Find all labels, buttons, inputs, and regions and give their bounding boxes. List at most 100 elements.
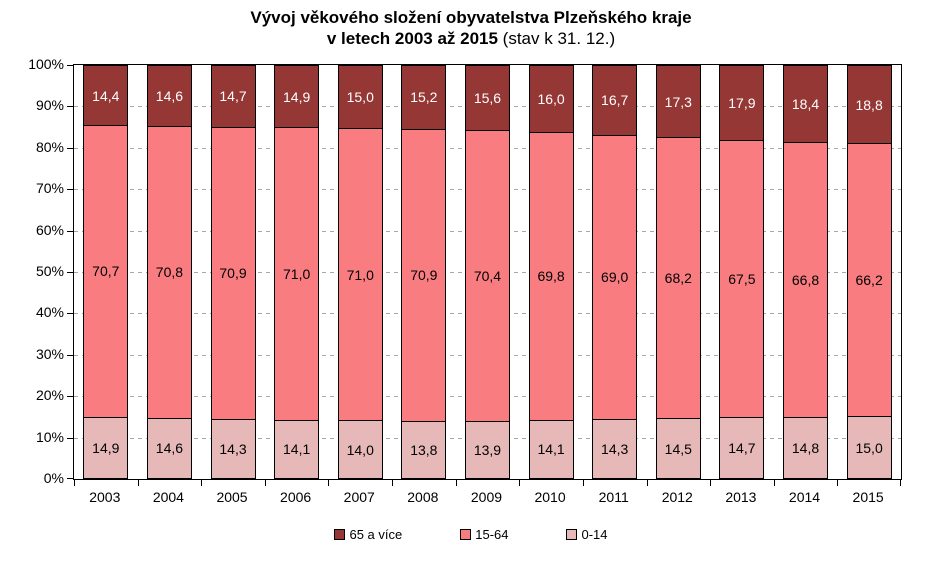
chart-title-line2: v letech 2003 až 2015 (stav k 31. 12.) [0,28,942,49]
x-axis-category-label: 2015 [852,489,884,505]
chart-title: Vývoj věkového složení obyvatelstva Plze… [0,7,942,49]
y-axis-tick-label: 100% [28,56,64,72]
bar-segment[interactable]: 14,9 [275,66,319,128]
y-axis-tick [67,396,74,398]
bar-segment[interactable]: 70,7 [84,125,128,417]
x-axis-tick [138,480,139,486]
y-axis-tick [67,354,74,356]
x-axis-tick [837,480,838,486]
y-axis-tick-label: 10% [35,428,64,445]
x-axis-tick [201,480,202,486]
bar-slot-2013: 17,9 67,5 14,7 [710,65,774,479]
bar-segment-label: 14,9 [92,439,120,456]
bar-segment[interactable]: 14,6 [147,417,191,478]
bar-segment[interactable]: 14,3 [211,419,255,478]
legend: 65 a více 15-64 0-14 [0,527,942,542]
bar-segment[interactable]: 13,8 [402,421,446,478]
x-axis-category-label: 2006 [280,489,312,505]
x-axis-tick [647,480,648,486]
bar-segment[interactable]: 70,4 [465,130,509,421]
x-axis-category-label: 2008 [407,489,439,505]
bar-segment-label: 14,9 [283,88,311,105]
bar-segment[interactable]: 14,1 [275,419,319,478]
bar-segment[interactable]: 14,4 [84,66,128,126]
bar-segment-label: 70,8 [155,264,184,281]
legend-color-swatch-icon [566,529,578,540]
bar-segment[interactable]: 69,0 [593,134,637,420]
bar-segment[interactable]: 15,6 [465,66,509,131]
x-axis-category-label: 2011 [598,489,629,505]
bar-segment-label: 15,6 [473,90,502,107]
stacked-bar-2007[interactable]: 15,0 71,0 14,0 [337,65,383,479]
bar-segment[interactable]: 70,9 [211,126,255,419]
stacked-bar-2005[interactable]: 14,7 70,9 14,3 [210,65,256,479]
stacked-bar-2004[interactable]: 14,6 70,8 14,6 [146,65,192,479]
bar-segment-label: 66,2 [855,272,883,289]
y-axis-tick [67,65,74,66]
bar-segment[interactable]: 71,0 [275,127,319,420]
stacked-bar-2008[interactable]: 15,2 70,9 13,8 [401,65,447,479]
bar-segment[interactable]: 14,0 [338,420,382,478]
stacked-bar-2011[interactable]: 16,7 69,0 14,3 [592,65,638,479]
legend-label: 65 a více [349,527,403,542]
bar-segment[interactable]: 17,9 [720,66,764,140]
y-axis-tick [67,147,74,149]
bar-segment[interactable]: 14,1 [529,419,573,478]
stacked-bar-2012[interactable]: 17,3 68,2 14,5 [655,65,701,479]
bar-segment[interactable]: 18,8 [847,66,891,144]
bar-segment-label: 71,0 [346,266,374,283]
y-axis-tick-label: 40% [35,304,64,321]
bar-segment-label: 66,8 [791,271,820,288]
bar-segment[interactable]: 68,2 [656,137,700,419]
bar-segment-label: 14,8 [791,439,820,456]
stacked-bar-2014[interactable]: 18,4 66,8 14,8 [783,65,828,479]
bar-segment[interactable]: 15,0 [338,66,382,128]
x-axis-category-label: 2014 [788,489,821,505]
bar-slot-2003: 14,4 70,7 14,9 [74,65,138,479]
bar-segment[interactable]: 66,2 [847,143,891,417]
bar-slot-2005: 14,7 70,9 14,3 [201,65,265,479]
bar-segment[interactable]: 17,3 [656,66,700,138]
bar-segment-label: 13,9 [473,441,502,458]
bar-segment[interactable]: 14,9 [84,416,128,478]
stacked-bar-2003[interactable]: 14,4 70,7 14,9 [83,65,129,479]
x-axis-category-label: 2013 [725,489,757,505]
bar-segment[interactable]: 66,8 [784,141,827,417]
bar-segment[interactable]: 70,8 [147,126,191,418]
stacked-bar-2009[interactable]: 15,6 70,4 13,9 [464,65,510,479]
y-axis-tick [67,437,74,439]
bar-segment[interactable]: 14,6 [147,66,191,127]
bar-segment-label: 69,8 [537,268,565,285]
stacked-bar-2015[interactable]: 18,8 66,2 15,0 [846,65,892,479]
bar-segment[interactable]: 14,7 [720,417,764,478]
bar-segment[interactable]: 16,7 [593,66,637,135]
stacked-bar-2006[interactable]: 14,9 71,0 14,1 [274,65,320,479]
bar-segment[interactable]: 14,3 [593,419,637,478]
bar-segment[interactable]: 69,8 [529,131,573,420]
legend-item: 0-14 [566,527,608,542]
x-axis-category-label: 2007 [343,489,375,505]
bar-segment[interactable]: 13,9 [465,420,509,478]
stacked-bar-2013[interactable]: 17,9 67,5 14,7 [719,65,765,479]
legend-item: 15-64 [460,527,508,542]
bar-segment[interactable]: 14,8 [784,417,827,478]
bar-segment-label: 67,5 [728,271,756,288]
bar-segment[interactable]: 14,7 [211,66,255,127]
y-axis-tick-label: 0% [43,470,64,486]
x-axis-category-label: 2004 [152,489,184,505]
bar-segment[interactable]: 14,5 [656,418,700,478]
bar-segment[interactable]: 16,0 [529,66,573,132]
y-axis-tick-label: 90% [35,97,64,114]
bar-segment[interactable]: 15,2 [402,66,446,129]
bar-segment[interactable]: 15,0 [847,416,891,478]
bar-segment[interactable]: 18,4 [784,66,827,142]
bar-segment-label: 70,4 [473,267,502,284]
bar-segment[interactable]: 67,5 [720,139,764,418]
stacked-bar-2010[interactable]: 16,0 69,8 14,1 [528,65,574,479]
legend-color-swatch-icon [334,529,346,540]
bar-segment-label: 14,1 [283,441,311,458]
bar-segment[interactable]: 71,0 [338,127,382,421]
bar-segment[interactable]: 70,9 [402,128,446,422]
x-axis-category-label: 2010 [534,489,566,505]
